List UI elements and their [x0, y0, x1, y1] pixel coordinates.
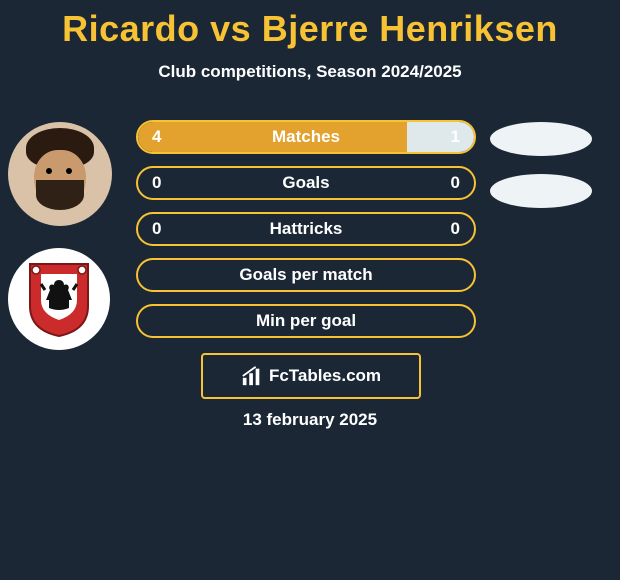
stat-row: Hattricks0 0 — [136, 212, 476, 246]
opponent-ovals — [490, 122, 592, 226]
stat-bars: Matches41Goals00Hattricks00Goals per mat… — [136, 120, 476, 350]
stat-label: Goals — [138, 173, 474, 193]
stat-row: Goals per match — [136, 258, 476, 292]
stat-value-right: 1 — [451, 127, 460, 147]
stat-value-right: 0 — [451, 219, 460, 239]
club-crest — [8, 248, 110, 350]
stat-label: Goals per match — [138, 265, 474, 285]
stat-value-right: 0 — [451, 173, 460, 193]
stat-label: Hattricks — [138, 219, 474, 239]
chart-icon — [241, 365, 263, 387]
date-text: 13 february 2025 — [0, 410, 620, 430]
branding-box: FcTables.com — [201, 353, 421, 399]
stat-value-left: 0 — [152, 173, 161, 193]
stat-value-left: 0 — [152, 219, 161, 239]
stat-label: Matches — [138, 127, 474, 147]
stat-value-left: 4 — [152, 127, 161, 147]
branding-text: FcTables.com — [269, 366, 381, 386]
stat-row: Min per goal — [136, 304, 476, 338]
opponent-placeholder-oval — [490, 174, 592, 208]
stat-label: Min per goal — [138, 311, 474, 331]
opponent-placeholder-oval — [490, 122, 592, 156]
stat-row: Matches4 1 — [136, 120, 476, 154]
stat-row: Goals0 0 — [136, 166, 476, 200]
page-title: Ricardo vs Bjerre Henriksen — [0, 0, 620, 50]
subtitle: Club competitions, Season 2024/2025 — [0, 62, 620, 82]
avatars-column — [8, 122, 112, 350]
player-avatar — [8, 122, 112, 226]
